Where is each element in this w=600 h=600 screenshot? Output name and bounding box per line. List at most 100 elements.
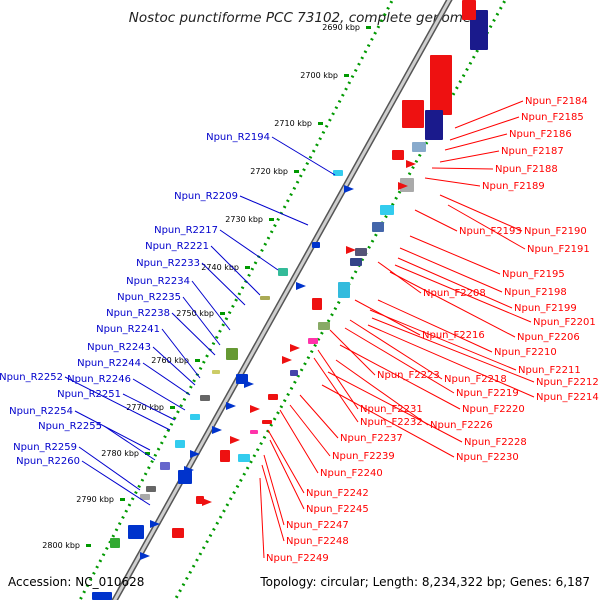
gene-feature	[110, 538, 120, 548]
reverse-gene-label[interactable]: Npun_R2221	[145, 241, 209, 252]
forward-gene-label[interactable]: Npun_F2185	[521, 112, 584, 123]
forward-gene-label[interactable]: Npun_F2245	[306, 504, 369, 515]
reverse-gene-label[interactable]: Npun_R2259	[13, 442, 77, 453]
reverse-gene-label[interactable]: Npun_R2252	[0, 372, 63, 383]
forward-gene-label[interactable]: Npun_F2208	[423, 288, 486, 299]
gene-arrow	[150, 520, 160, 528]
reverse-gene-label[interactable]: Npun_R2260	[16, 456, 80, 467]
ruler-tick-mark	[245, 266, 250, 269]
forward-gene-label[interactable]: Npun_F2190	[524, 226, 587, 237]
forward-gene-label[interactable]: Npun_F2219	[456, 388, 519, 399]
ruler-tick-mark	[170, 406, 175, 409]
forward-gene-label[interactable]: Npun_F2249	[266, 553, 329, 564]
ruler-line-left	[78, 0, 395, 600]
forward-gene-label[interactable]: Npun_F2198	[504, 287, 567, 298]
reverse-gene-connector	[74, 410, 151, 451]
reverse-gene-connector	[132, 378, 186, 411]
reverse-gene-label[interactable]: Npun_R2251	[57, 389, 121, 400]
forward-gene-label[interactable]: Npun_F2247	[286, 520, 349, 531]
ruler-tick-label: 2760 kbp	[151, 356, 189, 365]
backbone-group	[111, 0, 453, 600]
reverse-gene-label[interactable]: Npun_R2238	[106, 308, 170, 319]
ruler-tick-label: 2800 kbp	[42, 541, 80, 550]
reverse-gene-label[interactable]: Npun_R2234	[126, 276, 190, 287]
forward-gene-connector	[299, 394, 339, 439]
forward-gene-label[interactable]: Npun_F2242	[306, 488, 369, 499]
ruler-line-right	[173, 0, 507, 600]
reverse-gene-connector	[271, 136, 336, 176]
forward-gene-connector	[329, 329, 376, 376]
forward-gene-label[interactable]: Npun_F2195	[502, 269, 565, 280]
forward-gene-connector	[367, 324, 535, 398]
forward-gene-label[interactable]: Npun_F2216	[422, 330, 485, 341]
forward-gene-label[interactable]: Npun_F2237	[340, 433, 403, 444]
forward-gene-label[interactable]: Npun_F2228	[464, 437, 527, 448]
reverse-gene-label[interactable]: Npun_R2194	[206, 132, 270, 143]
forward-gene-connector	[339, 344, 461, 410]
gene-feature	[318, 322, 330, 330]
gene-arrow	[406, 160, 416, 168]
forward-gene-connector	[424, 177, 481, 187]
forward-gene-connector	[344, 327, 455, 394]
reverse-gene-label[interactable]: Npun_R2217	[154, 225, 218, 236]
reverse-gene-connector	[161, 328, 201, 379]
forward-gene-label[interactable]: Npun_F2201	[533, 317, 596, 328]
forward-gene-label[interactable]: Npun_F2186	[509, 129, 572, 140]
forward-gene-connector	[399, 247, 503, 293]
reverse-gene-label[interactable]: Npun_R2233	[136, 258, 200, 269]
reverse-gene-label[interactable]: Npun_R2241	[96, 324, 160, 335]
genome-summary-text: Topology: circular; Length: 8,234,322 bp…	[260, 575, 590, 589]
reverse-gene-label[interactable]: Npun_R2209	[174, 191, 238, 202]
forward-gene-label[interactable]: Npun_F2188	[495, 164, 558, 175]
forward-gene-label[interactable]: Npun_F2248	[286, 536, 349, 547]
gene-feature	[160, 462, 170, 470]
forward-gene-label[interactable]: Npun_F2223	[377, 370, 440, 381]
gene-feature	[172, 528, 184, 538]
reverse-gene-label[interactable]: Npun_R2255	[38, 421, 102, 432]
forward-gene-label[interactable]: Npun_F2187	[501, 146, 564, 157]
gene-feature	[278, 268, 288, 276]
forward-gene-label[interactable]: Npun_F2240	[320, 468, 383, 479]
gene-feature	[380, 205, 394, 215]
forward-gene-label[interactable]: Npun_F2212	[536, 377, 599, 388]
forward-gene-connector	[313, 357, 359, 423]
backbone-highlight	[113, 0, 451, 600]
forward-gene-label[interactable]: Npun_F2231	[360, 404, 423, 415]
forward-gene-label[interactable]: Npun_F2214	[536, 392, 599, 403]
forward-gene-label[interactable]: Npun_F2193	[459, 226, 522, 237]
forward-gene-label[interactable]: Npun_F2184	[525, 96, 588, 107]
forward-gene-connector	[449, 116, 520, 141]
forward-gene-label[interactable]: Npun_F2239	[332, 451, 395, 462]
forward-gene-label[interactable]: Npun_F2230	[456, 452, 519, 463]
gene-arrow	[296, 282, 306, 290]
reverse-gene-label[interactable]: Npun_R2235	[117, 292, 181, 303]
forward-gene-label[interactable]: Npun_F2210	[494, 347, 557, 358]
forward-gene-label[interactable]: Npun_F2220	[462, 404, 525, 415]
reverse-gene-connector	[152, 346, 196, 386]
reverse-gene-label[interactable]: Npun_R2244	[77, 358, 141, 369]
ruler-tick-label: 2690 kbp	[322, 23, 360, 32]
gene-feature	[402, 100, 424, 128]
forward-gene-label[interactable]: Npun_F2189	[482, 181, 545, 192]
forward-gene-connector	[289, 404, 331, 457]
forward-gene-label[interactable]: Npun_F2211	[518, 365, 581, 376]
forward-gene-connector	[431, 167, 494, 170]
gene-arrow	[202, 498, 212, 506]
reverse-gene-connector	[239, 195, 309, 226]
reverse-gene-connector	[191, 280, 231, 331]
forward-gene-label[interactable]: Npun_F2218	[444, 374, 507, 385]
gene-arrow	[184, 466, 194, 474]
gene-feature	[350, 258, 362, 266]
reverse-gene-connector	[219, 229, 279, 271]
gene-feature	[425, 110, 443, 140]
forward-gene-label[interactable]: Npun_F2191	[527, 244, 590, 255]
forward-gene-label[interactable]: Npun_F2206	[517, 332, 580, 343]
reverse-gene-label[interactable]: Npun_R2243	[87, 342, 151, 353]
reverse-gene-label[interactable]: Npun_R2254	[9, 406, 73, 417]
forward-gene-label[interactable]: Npun_F2199	[514, 303, 577, 314]
reverse-gene-label[interactable]: Npun_R2246	[67, 374, 131, 385]
gene-feature	[140, 494, 150, 500]
ruler-group: 2690 kbp 2700 kbp 2710 kbp 2720 kbp 2730 kbp…	[42, 0, 507, 600]
gene-feature	[400, 178, 414, 192]
forward-gene-label[interactable]: Npun_F2226	[430, 420, 493, 431]
